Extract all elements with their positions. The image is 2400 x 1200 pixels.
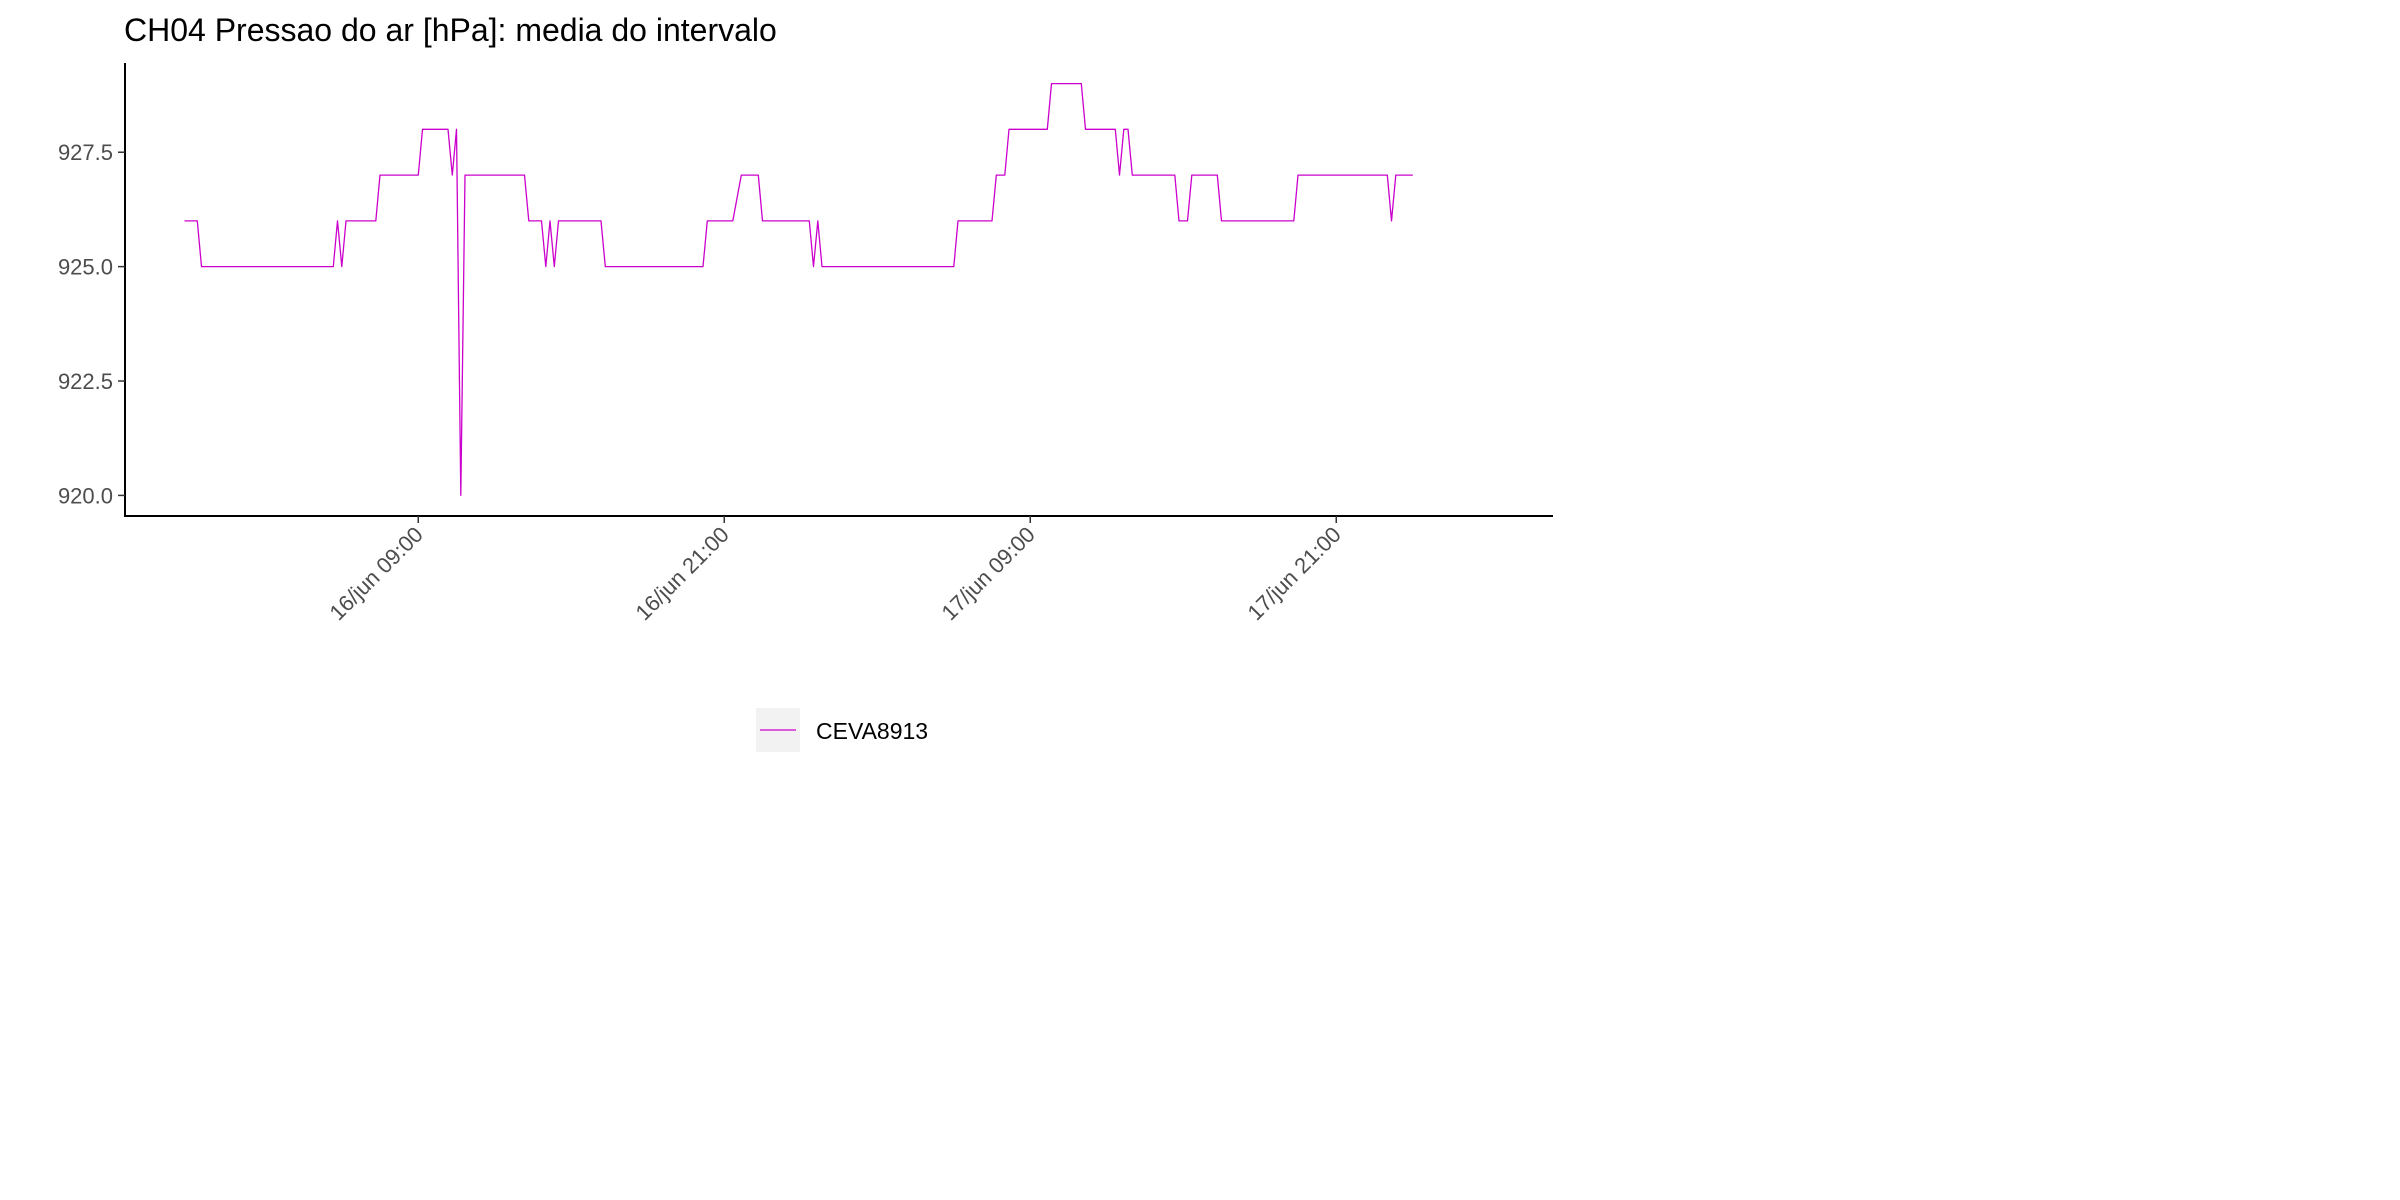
x-axis-ticks: 16/jun 09:00 16/jun 21:00 17/jun 09:00 17/j… xyxy=(324,516,1346,625)
x-tick-label: 17/jun 09:00 xyxy=(936,522,1039,625)
x-tick-label: 17/jun 21:00 xyxy=(1242,522,1345,625)
y-axis-ticks: 920.0 922.5 925.0 927.5 xyxy=(58,140,125,508)
chart-title: CH04 Pressao do ar [hPa]: media do inter… xyxy=(124,12,777,48)
x-tick-label: 16/jun 09:00 xyxy=(324,522,427,625)
x-tick-label: 16/jun 21:00 xyxy=(630,522,733,625)
series-layer xyxy=(184,82,1413,497)
chart: CH04 Pressao do ar [hPa]: media do inter… xyxy=(58,12,1553,752)
legend: CEVA8913 xyxy=(756,708,928,752)
y-tick-label: 925.0 xyxy=(58,255,113,280)
y-tick-label: 922.5 xyxy=(58,369,113,394)
y-tick-label: 927.5 xyxy=(58,140,113,165)
legend-label: CEVA8913 xyxy=(816,718,928,744)
y-tick-label: 920.0 xyxy=(58,483,113,508)
series-line xyxy=(184,82,1413,497)
